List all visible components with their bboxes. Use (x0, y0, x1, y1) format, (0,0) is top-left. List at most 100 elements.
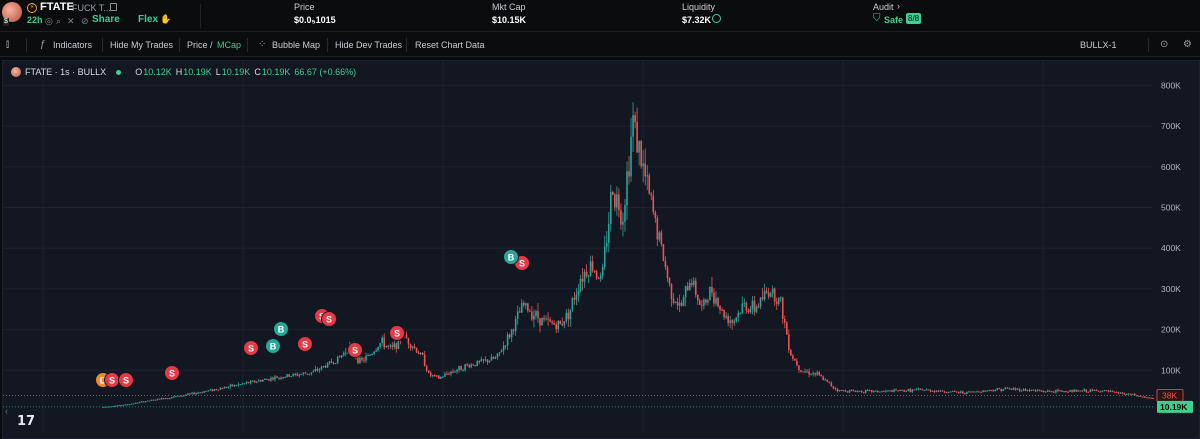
x-twitter-icon[interactable]: ✕ (67, 16, 75, 26)
candle-body (508, 334, 511, 338)
candle-body (444, 373, 446, 377)
candle-body (970, 391, 972, 393)
candle-body (812, 372, 814, 375)
price-label: Price (294, 2, 315, 12)
candle-body (213, 389, 216, 391)
token-name: FUCK T... (72, 3, 111, 13)
indicators-icon: ƒ (40, 39, 46, 50)
candle-body (563, 321, 566, 326)
candle-body (1059, 390, 1061, 392)
candle-body (427, 370, 430, 373)
candle-body (357, 356, 359, 364)
candle-body (1087, 391, 1090, 393)
candle-body (191, 392, 193, 394)
link-icon[interactable]: ⊘ (81, 16, 89, 26)
liquidity-label: Liquidity (682, 2, 716, 12)
candle-body (749, 308, 752, 313)
hide-my-trades-button[interactable]: Hide My Trades (110, 40, 174, 50)
search-icon[interactable]: ⌕ (56, 16, 62, 26)
candle-body (1142, 396, 1144, 398)
candle-type-icon[interactable]: ⫾ (6, 39, 10, 50)
candle-body (889, 390, 891, 392)
divider (200, 4, 201, 28)
interval-select[interactable]: BULLX-1 (1080, 40, 1117, 50)
candle-body (158, 398, 161, 400)
candle-body (152, 399, 155, 401)
flex-button[interactable]: Flex (138, 14, 159, 25)
candle-body (1123, 393, 1126, 395)
candle-body (1138, 395, 1140, 397)
trade-marker-label: S (326, 314, 332, 324)
scroll-left-icon[interactable]: ‹ (5, 406, 8, 416)
reset-chart-button[interactable]: Reset Chart Data (415, 40, 485, 50)
candle-body (656, 218, 659, 240)
candle-body (557, 320, 560, 330)
tradingview-logo[interactable]: 17 (17, 414, 36, 429)
candle-body (796, 360, 798, 366)
candle-body (205, 390, 207, 392)
candle-body (529, 310, 531, 312)
candle-body (284, 376, 286, 378)
candle-body (294, 373, 296, 375)
settings-gear-icon[interactable]: ⚙ (1183, 39, 1192, 50)
candle-body (994, 390, 996, 392)
candle-body (1111, 390, 1114, 392)
share-button[interactable]: Share (92, 14, 120, 25)
candle-body (1099, 391, 1102, 393)
lock-icon (712, 14, 721, 23)
indicators-button[interactable]: Indicators (53, 40, 93, 50)
price-chart[interactable]: 100K 200K 300K 400K 500K 600K 700K 800K 38K 10.19… (2, 60, 1200, 439)
candle-body (278, 377, 280, 379)
screenshot-icon[interactable]: ⊙ (1160, 39, 1169, 50)
hide-dev-trades-button[interactable]: Hide Dev Trades (335, 40, 403, 50)
candle-body (670, 283, 673, 300)
candle-body (721, 309, 723, 311)
candle-body (340, 355, 343, 358)
candle-body (974, 391, 976, 393)
candle-body (324, 366, 327, 368)
candle-body (616, 194, 618, 208)
candle-body (423, 354, 426, 367)
copy-icon[interactable] (110, 3, 117, 11)
candle-body (731, 320, 733, 323)
trade-marker-sell (164, 365, 180, 381)
price-toggle[interactable]: Price (187, 40, 208, 50)
candle-body (393, 343, 396, 348)
candle-body (668, 278, 671, 284)
candle-body (711, 286, 713, 293)
candle-body (332, 362, 335, 364)
candle-body (737, 313, 740, 318)
candle-body (632, 115, 634, 137)
legend-change: 66.67 (+0.66%) (294, 67, 357, 77)
mcap-toggle[interactable]: MCap (217, 40, 242, 50)
token-avatar[interactable] (2, 2, 22, 22)
candle-body (873, 390, 875, 392)
y-tick-label: 800K (1161, 80, 1181, 90)
divider (327, 38, 328, 52)
candle-body (367, 355, 369, 357)
candle-body (978, 391, 980, 393)
candle-body (699, 300, 701, 306)
candle-body (951, 390, 954, 392)
last-price-tag (1157, 400, 1193, 413)
candle-body (102, 406, 104, 408)
audit-label[interactable]: Audit (873, 2, 894, 12)
candle-body (241, 383, 244, 385)
candle-body (765, 290, 768, 293)
candle-body (545, 318, 547, 320)
candle-body (233, 385, 236, 387)
bubble-map-button[interactable]: Bubble Map (272, 40, 321, 50)
candlestick-chart[interactable]: 100K200K300K400K500K600K700K800K38K10.19… (3, 61, 1199, 438)
candle-body (935, 390, 938, 392)
candle-body (411, 346, 414, 349)
candle-body (745, 302, 748, 311)
candle-body (288, 374, 290, 377)
chevron-right-icon[interactable]: › (897, 1, 900, 11)
candle-body (336, 356, 339, 364)
candle-body (328, 361, 331, 364)
candle-body (373, 351, 375, 354)
trade-marker-label: S (519, 258, 525, 268)
candle-body (773, 288, 776, 302)
candle-body (1026, 389, 1029, 391)
globe-icon[interactable]: ◎ (45, 16, 53, 26)
